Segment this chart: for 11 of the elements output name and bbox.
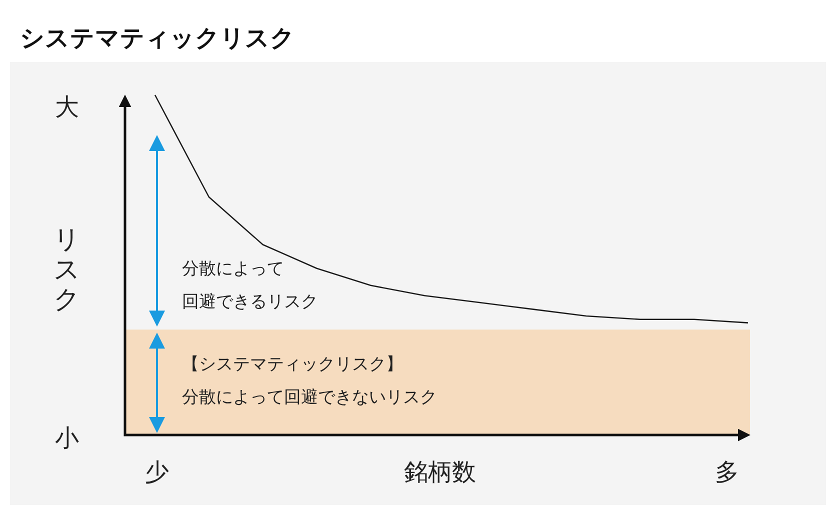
chart-title: システマティックリスク: [20, 24, 295, 52]
annotation: 分散によって: [182, 259, 284, 279]
y-axis-title: リスク: [54, 225, 80, 315]
text: 大: [55, 93, 79, 121]
text: 多: [715, 458, 739, 486]
band-label: 【システマティックリスク】: [182, 354, 403, 375]
x-axis-title: 銘柄数: [404, 458, 476, 486]
text: 少: [145, 458, 169, 486]
annotation: 分散によって回避できないリスク: [182, 388, 437, 408]
annotation: 回避できるリスク: [182, 292, 318, 312]
text: 小: [55, 424, 79, 452]
